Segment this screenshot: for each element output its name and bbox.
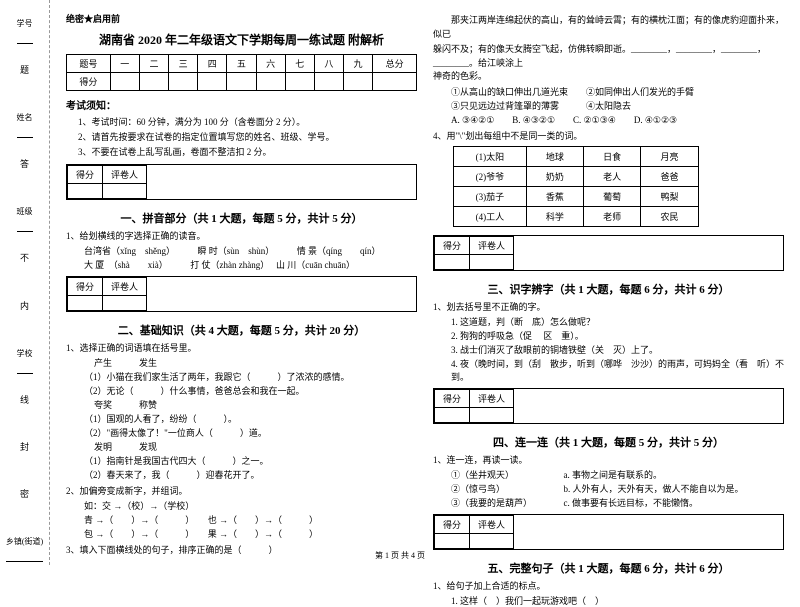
q6-stem: 1、划去括号里不正确的字。 xyxy=(433,300,784,313)
passage-line: 神奇的色彩。 xyxy=(433,70,784,84)
binding-char-line: 线 xyxy=(18,395,31,406)
q8-stem: 1、给句子加上合适的标点。 xyxy=(433,579,784,592)
binding-char-inner: 内 xyxy=(18,301,31,312)
section-5-title: 五、完整句子（共 1 大题，每题 6 分，共计 6 分） xyxy=(433,560,784,576)
q2-item: （2）春天来了，我（ ）迎春花开了。 xyxy=(84,468,417,481)
q6-item: 4. 夜（晚时间，到（刮 散步，听到（哪哗 沙沙）的雨声，可妈妈全（看 听）不到… xyxy=(451,357,784,383)
q7-item: ③（我要的是葫芦） c. 做事要有长远目标，不能懒惰。 xyxy=(451,496,784,509)
binding-char-mi: 密 xyxy=(18,489,31,500)
section-1-title: 一、拼音部分（共 1 大题，每题 5 分，共计 5 分） xyxy=(66,210,417,226)
table-row: (4)工人科学老师农民 xyxy=(454,206,699,226)
q1-line: 台湾省（xǐng shěng） 瞬 时（sùn shùn） 情 景（qíng q… xyxy=(84,244,417,257)
binding-label-name: 姓名 xyxy=(17,112,33,123)
binding-seal-char: 题 xyxy=(18,65,31,76)
passage-line: 那夹江两岸连绵起伏的高山，有的耸峙云霄；有的横枕江面；有的像虎豹迎面扑来，似已 xyxy=(433,14,784,41)
score-summary-table: 题号 一 二 三 四 五 六 七 八 九 总分 得分 xyxy=(66,54,417,91)
q2-item: （1）小猫在我们家生活了两年，我跟它（ ）了浓浓的感情。 xyxy=(84,370,417,383)
q2-stem: 1、选择正确的词语填在括号里。 xyxy=(66,341,417,354)
notice-item: 2、请首先按要求在试卷的指定位置填写您的姓名、班级、学号。 xyxy=(78,130,417,143)
q5-stem: 4、用"\"划出每组中不是同一类的词。 xyxy=(433,129,784,142)
content-area: 绝密★启用前 湖南省 2020 年二年级语文下学期每周一练试题 附解析 题号 一… xyxy=(50,0,800,565)
binding-margin: 学号 题 姓名 答 班级 不 内 学校 线 封 密 乡镇(街道) xyxy=(0,0,50,565)
notice-item: 3、不要在试卷上乱写乱画，卷面不整洁扣 2 分。 xyxy=(78,145,417,158)
q3-line: 如：交 →（校）→（学校） xyxy=(84,499,417,512)
q8-item: 1. 这样（ ）我们一起玩游戏吧（ ） xyxy=(451,594,784,607)
q2-item: （1）指南针是我国古代四大（ ）之一。 xyxy=(84,454,417,467)
q2-item: （2）"画得太像了！"一位商人（ ）道。 xyxy=(84,426,417,439)
score-box: 得分评卷人 xyxy=(66,164,417,200)
passage-choices: A. ③④②① B. ④③②① C. ②①③④ D. ④①②③ xyxy=(451,113,784,126)
table-row: (1)太阳地球日食月亮 xyxy=(454,146,699,166)
table-row: (2)爷爷奶奶老人爸爸 xyxy=(454,166,699,186)
q7-stem: 1、连一连，再读一读。 xyxy=(433,453,784,466)
q6-item: 2. 狗狗的呼吸急（促 区 重）。 xyxy=(451,329,784,342)
q2-item: （2）无论（ ）什么事情，爸爸总会和我在一起。 xyxy=(84,384,417,397)
q3-line: 包 →（ ）→（ ） 果 →（ ）→（ ） xyxy=(84,527,417,540)
secret-label: 绝密★启用前 xyxy=(66,12,417,25)
score-box: 得分评卷人 xyxy=(433,514,784,550)
q3-stem: 2、加偏旁变成新字，并组词。 xyxy=(66,484,417,497)
left-column: 绝密★启用前 湖南省 2020 年二年级语文下学期每周一练试题 附解析 题号 一… xyxy=(58,12,425,561)
q7-item: ①（坐井观天） a. 事物之间是有联系的。 xyxy=(451,468,784,481)
binding-label-school: 学校 xyxy=(17,348,33,359)
q1-line: 大 厦 （shà xià） 打 仗（zhàn zhàng） 山 川（cuān c… xyxy=(84,258,417,271)
exam-title: 湖南省 2020 年二年级语文下学期每周一练试题 附解析 xyxy=(66,31,417,48)
section-3-title: 三、识字辨字（共 1 大题，每题 6 分，共计 6 分） xyxy=(433,281,784,297)
score-box: 得分评卷人 xyxy=(433,388,784,424)
notice-item: 1、考试时间：60 分钟，满分为 100 分（含卷面分 2 分）。 xyxy=(78,115,417,128)
binding-label-studentid: 学号 xyxy=(17,18,33,29)
table-row: 得分 xyxy=(67,73,417,91)
table-row: (3)茄子香蕉葡萄鸭梨 xyxy=(454,186,699,206)
binding-char-ans: 答 xyxy=(18,159,31,170)
binding-char-feng: 封 xyxy=(18,442,31,453)
passage-line: 躲闪不及；有的像天女腾空飞起，仿佛转瞬即逝。________，________，… xyxy=(433,43,784,70)
passage-opts: ③只见远边过背篷罩的薄雾 ④太阳隐去 xyxy=(451,99,784,112)
q6-item: 1. 这道题，判（断 底）怎么做呢？ xyxy=(451,315,784,328)
q2-pair: 夸奖 称赞 xyxy=(94,398,417,411)
binding-char-no: 不 xyxy=(18,253,31,264)
score-box: 得分评卷人 xyxy=(433,235,784,271)
q2-pair: 发明 发现 xyxy=(94,440,417,453)
notice-title: 考试须知： xyxy=(66,97,417,112)
binding-label-town: 乡镇(街道) xyxy=(6,536,43,547)
q1-stem: 1、给划横线的字选择正确的读音。 xyxy=(66,229,417,242)
table-row: 题号 一 二 三 四 五 六 七 八 九 总分 xyxy=(67,55,417,73)
q3-line: 青 →（ ）→（ ） 也 →（ ）→（ ） xyxy=(84,513,417,526)
page-footer: 第 1 页 共 4 页 xyxy=(0,550,800,561)
q7-item: ②（惊弓鸟） b. 人外有人，天外有天，做人不能自以为是。 xyxy=(451,482,784,495)
q6-item: 3. 战士们消灭了敌眼前的铜墙铁壁（关 灭）上了。 xyxy=(451,343,784,356)
passage-opts: ①从高山的缺口伸出几道光束 ②如同伸出人们发光的手臂 xyxy=(451,85,784,98)
word-group-table: (1)太阳地球日食月亮 (2)爷爷奶奶老人爸爸 (3)茄子香蕉葡萄鸭梨 (4)工… xyxy=(453,146,699,227)
q2-item: （1）国观的人看了，纷纷（ ）。 xyxy=(84,412,417,425)
q2-pair: 产生 发生 xyxy=(94,356,417,369)
section-4-title: 四、连一连（共 1 大题，每题 5 分，共计 5 分） xyxy=(433,434,784,450)
section-2-title: 二、基础知识（共 4 大题，每题 5 分，共计 20 分） xyxy=(66,322,417,338)
score-box: 得分评卷人 xyxy=(66,276,417,312)
right-column: 那夹江两岸连绵起伏的高山，有的耸峙云霄；有的横枕江面；有的像虎豹迎面扑来，似已 … xyxy=(425,12,792,561)
binding-label-class: 班级 xyxy=(17,206,33,217)
